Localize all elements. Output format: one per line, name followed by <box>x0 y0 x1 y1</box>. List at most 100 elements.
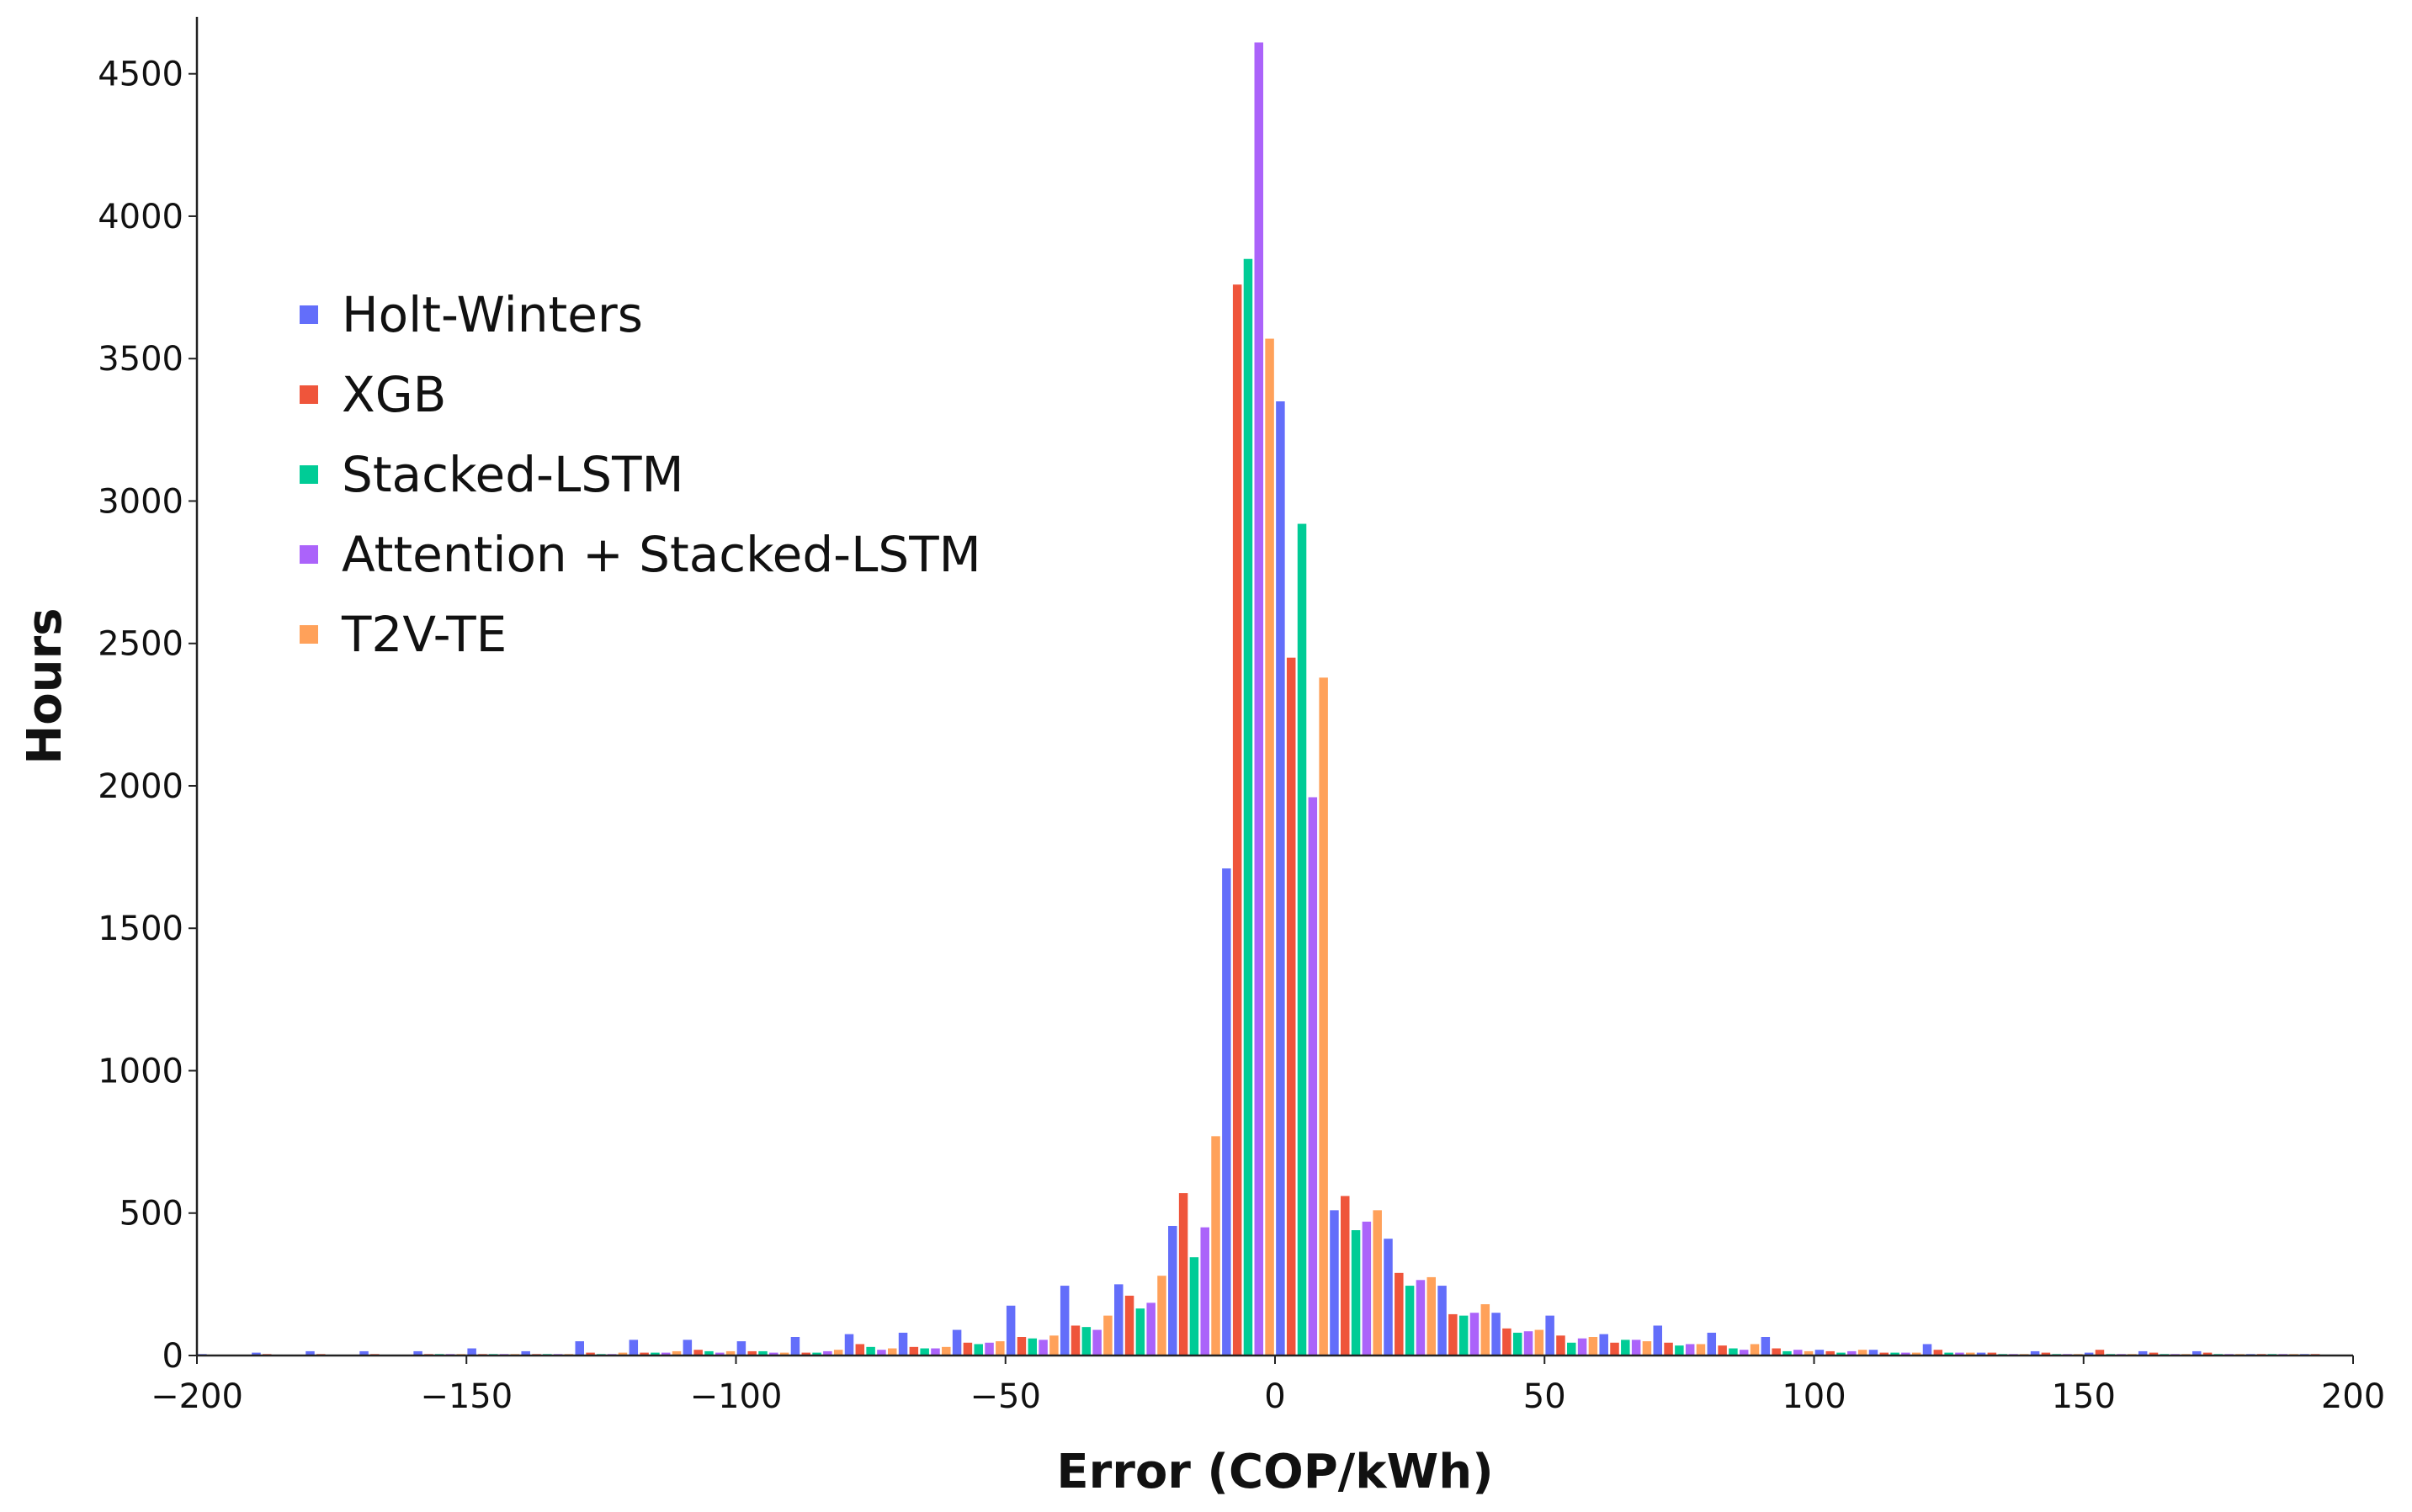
bar <box>952 1329 962 1355</box>
axes-layer <box>195 17 2353 1357</box>
bar <box>844 1334 854 1355</box>
bar <box>1351 1230 1361 1355</box>
bar <box>1189 1257 1199 1355</box>
bar <box>2149 1352 2159 1355</box>
bar <box>1804 1350 1814 1355</box>
bar <box>1879 1352 1889 1355</box>
bar <box>413 1350 422 1355</box>
bar <box>1060 1286 1070 1355</box>
bar <box>1523 1331 1533 1355</box>
legend-label: Stacked-LSTM <box>342 446 684 503</box>
legend-swatch <box>300 465 318 484</box>
bar <box>1621 1340 1630 1355</box>
bar <box>920 1348 929 1355</box>
series-holt-winters <box>198 401 2309 1355</box>
bar <box>359 1350 369 1355</box>
bar <box>2041 1352 2051 1355</box>
bar <box>1588 1337 1598 1355</box>
bar <box>1362 1221 1372 1355</box>
bar <box>1006 1305 1016 1355</box>
bar <box>1103 1315 1113 1355</box>
series-attention-stacked-lstm <box>230 42 2342 1356</box>
bar <box>521 1350 530 1355</box>
x-tick-label: 100 <box>1782 1377 1846 1416</box>
legend-item: Attention + Stacked-LSTM <box>300 526 981 583</box>
bar <box>866 1346 875 1355</box>
y-tick-label: 500 <box>120 1195 183 1233</box>
y-tick-label: 3500 <box>98 340 183 379</box>
bar <box>779 1352 789 1355</box>
bar <box>1297 523 1307 1355</box>
bar <box>1168 1225 1177 1355</box>
y-tick-label: 0 <box>162 1337 183 1376</box>
bar <box>1416 1280 1426 1355</box>
bar <box>693 1350 703 1355</box>
bar <box>1718 1345 1727 1355</box>
x-axis-title: Error (COP/kWh) <box>1056 1445 1493 1499</box>
x-tick-label: 0 <box>1264 1377 1285 1416</box>
bar <box>1976 1352 1986 1355</box>
bar <box>1911 1352 1921 1355</box>
bar <box>801 1352 811 1355</box>
bar <box>1631 1340 1641 1355</box>
bar <box>1308 797 1318 1355</box>
bar <box>1200 1227 1209 1355</box>
bar <box>586 1352 595 1355</box>
bar <box>1901 1352 1910 1355</box>
bar <box>651 1352 660 1355</box>
bar <box>1868 1350 1878 1355</box>
bar <box>833 1350 843 1355</box>
legend-item: XGB <box>300 366 446 423</box>
bar <box>1847 1350 1857 1355</box>
bar <box>1836 1352 1846 1355</box>
y-tick-label: 3000 <box>98 482 183 521</box>
bar <box>1135 1308 1145 1355</box>
bar <box>1955 1352 1964 1355</box>
bar <box>1405 1286 1415 1355</box>
bar <box>1114 1284 1124 1355</box>
bar <box>2095 1350 2105 1355</box>
bar <box>672 1350 682 1355</box>
bar <box>1384 1239 1393 1355</box>
bar <box>629 1340 639 1355</box>
bar <box>1286 657 1296 1355</box>
bar <box>661 1352 671 1355</box>
x-tick-label: 150 <box>2052 1377 2116 1416</box>
bar <box>1395 1272 1404 1355</box>
bar <box>1502 1328 1511 1355</box>
legend-item: Stacked-LSTM <box>300 446 684 503</box>
bar <box>2202 1352 2213 1355</box>
bar <box>2030 1350 2040 1355</box>
bar <box>1556 1335 1565 1355</box>
bar <box>1944 1352 1953 1355</box>
bar <box>1232 284 1242 1356</box>
x-tick-label: −150 <box>420 1377 513 1416</box>
bar <box>909 1346 919 1355</box>
bar <box>758 1350 768 1355</box>
bar <box>1696 1344 1706 1355</box>
bar <box>1330 1210 1339 1355</box>
bar <box>1577 1338 1587 1355</box>
bar <box>1319 677 1328 1355</box>
bar <box>1157 1276 1166 1355</box>
legend-label: XGB <box>342 366 446 423</box>
bar <box>1469 1313 1480 1355</box>
bar <box>736 1341 746 1355</box>
bar <box>1922 1344 1932 1355</box>
legend-swatch <box>300 545 318 564</box>
bar <box>1341 1196 1350 1355</box>
bar <box>2192 1350 2202 1355</box>
bar <box>887 1348 897 1355</box>
series-t2v-te <box>241 338 2352 1355</box>
legend-item: T2V-TE <box>300 606 507 663</box>
bar <box>305 1350 315 1355</box>
y-tick-label: 1500 <box>98 910 183 948</box>
bar <box>1750 1344 1760 1355</box>
bar <box>1933 1350 1943 1355</box>
bar <box>1081 1327 1092 1355</box>
bar <box>985 1342 994 1355</box>
legend: Holt-Winters XGB Stacked-LSTM Attention + S… <box>300 286 981 663</box>
bar <box>1512 1332 1522 1355</box>
